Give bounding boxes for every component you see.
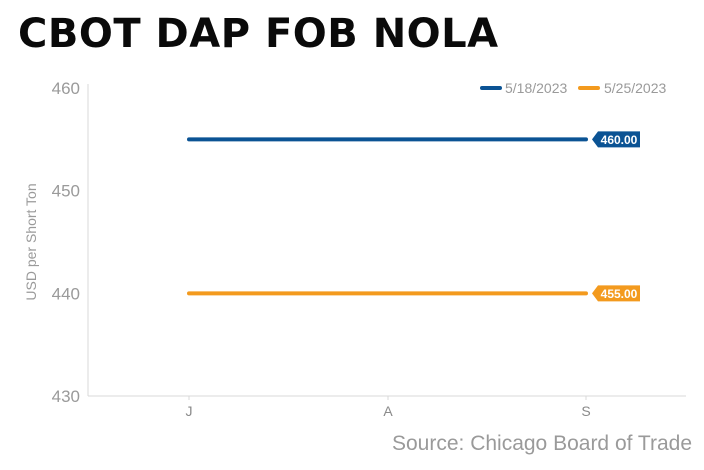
x-tick-label: A bbox=[383, 403, 393, 419]
legend-label-2: 5/25/2023 bbox=[604, 80, 666, 96]
series-1-point bbox=[188, 138, 190, 140]
series-1-point bbox=[387, 138, 389, 140]
y-tick-label: 430 bbox=[52, 387, 80, 406]
source-note: Source: Chicago Board of Trade bbox=[391, 432, 692, 455]
line-chart: 460 450 440 430 J A S USD per Short Ton 460.00 45… bbox=[23, 79, 686, 419]
series-1-point bbox=[585, 138, 587, 140]
series-2-point bbox=[585, 292, 587, 294]
y-tick-label: 450 bbox=[52, 182, 80, 201]
x-tick-label: S bbox=[581, 403, 590, 419]
series-1-end-label-bg bbox=[592, 131, 640, 148]
series-2-end-label: 455.00 bbox=[601, 287, 638, 301]
series-2-end-label-bg bbox=[592, 285, 640, 302]
legend-label-1: 5/18/2023 bbox=[505, 80, 567, 96]
series-2-point bbox=[387, 292, 389, 294]
page-title: CBOT DAP FOB NOLA bbox=[18, 11, 499, 57]
series-1-end-label: 460.00 bbox=[601, 133, 638, 147]
y-tick-label: 440 bbox=[52, 284, 80, 303]
series-2-point bbox=[188, 292, 190, 294]
y-axis-title: USD per Short Ton bbox=[23, 183, 39, 300]
x-tick-label: J bbox=[186, 403, 193, 419]
y-tick-label: 460 bbox=[52, 79, 80, 98]
